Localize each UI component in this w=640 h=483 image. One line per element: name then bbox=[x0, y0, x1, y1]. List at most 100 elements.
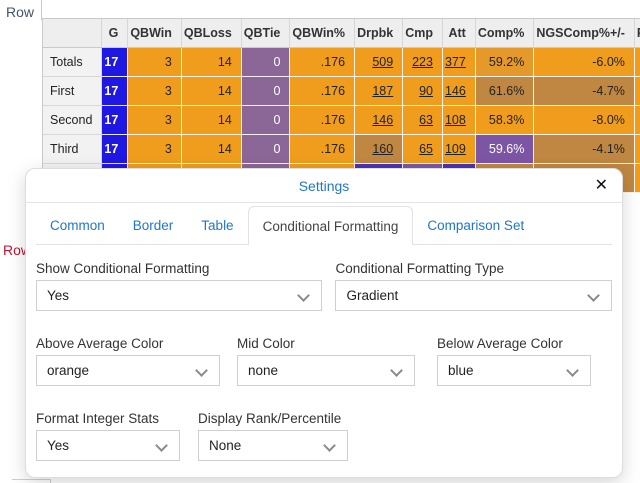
settings-dialog: Settings ✕ Common Border Table Condition… bbox=[25, 168, 623, 478]
tab-common[interactable]: Common bbox=[50, 218, 105, 233]
row-label-mid: Row bbox=[3, 242, 32, 258]
table-header-row: G QBWin QBLoss QBTie QBWin% Drpbk Cmp Att Comp% N… bbox=[43, 19, 640, 48]
chevron-down-icon bbox=[157, 441, 166, 450]
column-header: PsYds bbox=[634, 19, 640, 48]
column-header bbox=[43, 19, 103, 48]
format-integer-stats-label: Format Integer Stats bbox=[36, 411, 160, 426]
column-header: QBWin% bbox=[290, 19, 356, 48]
dialog-title: Settings bbox=[298, 178, 350, 194]
table-cell: 14 bbox=[181, 77, 242, 106]
table-cell: 14 bbox=[181, 135, 242, 164]
show-conditional-formatting-select[interactable]: Yes bbox=[36, 280, 323, 311]
row-label-cell: First bbox=[43, 77, 103, 106]
dialog-body: Show Conditional Formatting Yes Conditio… bbox=[26, 245, 622, 461]
below-average-color-select[interactable]: blue bbox=[437, 355, 591, 386]
tab-table[interactable]: Table bbox=[201, 218, 234, 233]
stat-link-cell[interactable]: 108 bbox=[442, 106, 476, 135]
table-cell: 14 bbox=[181, 106, 242, 135]
stat-link-cell[interactable]: 377 bbox=[442, 48, 476, 77]
format-integer-stats-select[interactable]: Yes bbox=[36, 430, 180, 461]
table-cell: 3 bbox=[128, 48, 182, 77]
tab-comparison-set[interactable]: Comparison Set bbox=[427, 218, 525, 233]
show-conditional-formatting-label: Show Conditional Formatting bbox=[36, 261, 210, 276]
stat-link-cell[interactable]: 509 bbox=[355, 48, 404, 77]
conditional-formatting-type-label: Conditional Formatting Type bbox=[335, 261, 505, 276]
column-header: NGSComp%+/- bbox=[534, 19, 635, 48]
close-icon[interactable]: ✕ bbox=[594, 177, 608, 194]
table-cell: 3 bbox=[128, 135, 182, 164]
table-cell: 14 bbox=[181, 48, 242, 77]
mid-color-label: Mid Color bbox=[237, 336, 295, 351]
table-cell: 954 bbox=[634, 77, 640, 106]
display-rank-percentile-select[interactable]: None bbox=[198, 430, 348, 461]
chevron-down-icon bbox=[325, 441, 334, 450]
table-cell: 59.6% bbox=[475, 135, 535, 164]
select-value: Gradient bbox=[346, 288, 399, 303]
row-label-cell: Third bbox=[43, 135, 103, 164]
stat-link-cell[interactable]: 63 bbox=[403, 106, 443, 135]
column-header: QBLoss bbox=[181, 19, 242, 48]
stat-link-cell[interactable]: 109 bbox=[442, 135, 476, 164]
select-value: blue bbox=[448, 363, 474, 378]
table-cell: .176 bbox=[290, 48, 356, 77]
display-rank-percentile-label: Display Rank/Percentile bbox=[198, 411, 342, 426]
below-average-color-label: Below Average Color bbox=[437, 336, 563, 351]
table-cell: 17 bbox=[102, 48, 129, 77]
table-cell: 0 bbox=[241, 77, 291, 106]
table-cell: 0 bbox=[241, 106, 291, 135]
stat-link-cell[interactable]: 160 bbox=[355, 135, 404, 164]
table-cell: .176 bbox=[290, 135, 356, 164]
table-cell: 0 bbox=[241, 48, 291, 77]
above-average-color-select[interactable]: orange bbox=[36, 355, 220, 386]
table-cell: -8.0% bbox=[534, 106, 635, 135]
table-cell: .176 bbox=[290, 106, 356, 135]
column-header: Att bbox=[442, 19, 476, 48]
conditional-formatting-type-select[interactable]: Gradient bbox=[335, 280, 612, 311]
table-cell: 0 bbox=[241, 135, 291, 164]
column-header: Drpbk bbox=[355, 19, 404, 48]
table-cell: -4.1% bbox=[534, 135, 635, 164]
background-line-vertical bbox=[50, 479, 51, 483]
mid-color-select[interactable]: none bbox=[237, 355, 415, 386]
table-cell: 647 bbox=[634, 106, 640, 135]
table-cell: 2219 bbox=[634, 48, 640, 77]
stat-link-cell[interactable]: 90 bbox=[403, 77, 443, 106]
table-cell: 61.6% bbox=[475, 77, 535, 106]
table-cell: .176 bbox=[290, 77, 356, 106]
stat-link-cell[interactable]: 187 bbox=[355, 77, 404, 106]
stat-link-cell[interactable]: 146 bbox=[355, 106, 404, 135]
tab-conditional-formatting[interactable]: Conditional Formatting bbox=[247, 206, 414, 245]
select-value: Yes bbox=[47, 438, 70, 453]
table-cell: 3 bbox=[128, 106, 182, 135]
column-header: G bbox=[102, 19, 129, 48]
table-cell: 58.3% bbox=[475, 106, 535, 135]
select-value: orange bbox=[47, 363, 90, 378]
chevron-down-icon bbox=[589, 291, 598, 300]
table-cell: 17 bbox=[102, 135, 129, 164]
table-cell: 59.2% bbox=[475, 48, 535, 77]
column-header: Cmp bbox=[403, 19, 443, 48]
column-header: QBWin bbox=[128, 19, 182, 48]
column-header: QBTie bbox=[241, 19, 291, 48]
select-value: none bbox=[248, 363, 279, 378]
chevron-down-icon bbox=[392, 366, 401, 375]
table-cell: -6.0% bbox=[534, 48, 635, 77]
background-line-horizontal bbox=[12, 479, 50, 480]
table-cell: 3 bbox=[128, 77, 182, 106]
settings-tabbar: Common Border Table Conditional Formatti… bbox=[36, 206, 612, 245]
above-average-color-label: Above Average Color bbox=[36, 336, 164, 351]
table-cell: -4.7% bbox=[534, 77, 635, 106]
stat-link-cell[interactable]: 146 bbox=[442, 77, 476, 106]
stat-link-cell[interactable]: 223 bbox=[403, 48, 443, 77]
tab-border[interactable]: Border bbox=[132, 218, 174, 233]
stats-table: G QBWin QBLoss QBTie QBWin% Drpbk Cmp Att Comp% N… bbox=[42, 18, 640, 193]
stat-link-cell[interactable]: 65 bbox=[403, 135, 443, 164]
chevron-down-icon bbox=[299, 291, 308, 300]
stats-table-container: G QBWin QBLoss QBTie QBWin% Drpbk Cmp Att Comp% N… bbox=[42, 18, 640, 193]
select-value: Yes bbox=[47, 288, 70, 303]
chevron-down-icon bbox=[568, 366, 577, 375]
